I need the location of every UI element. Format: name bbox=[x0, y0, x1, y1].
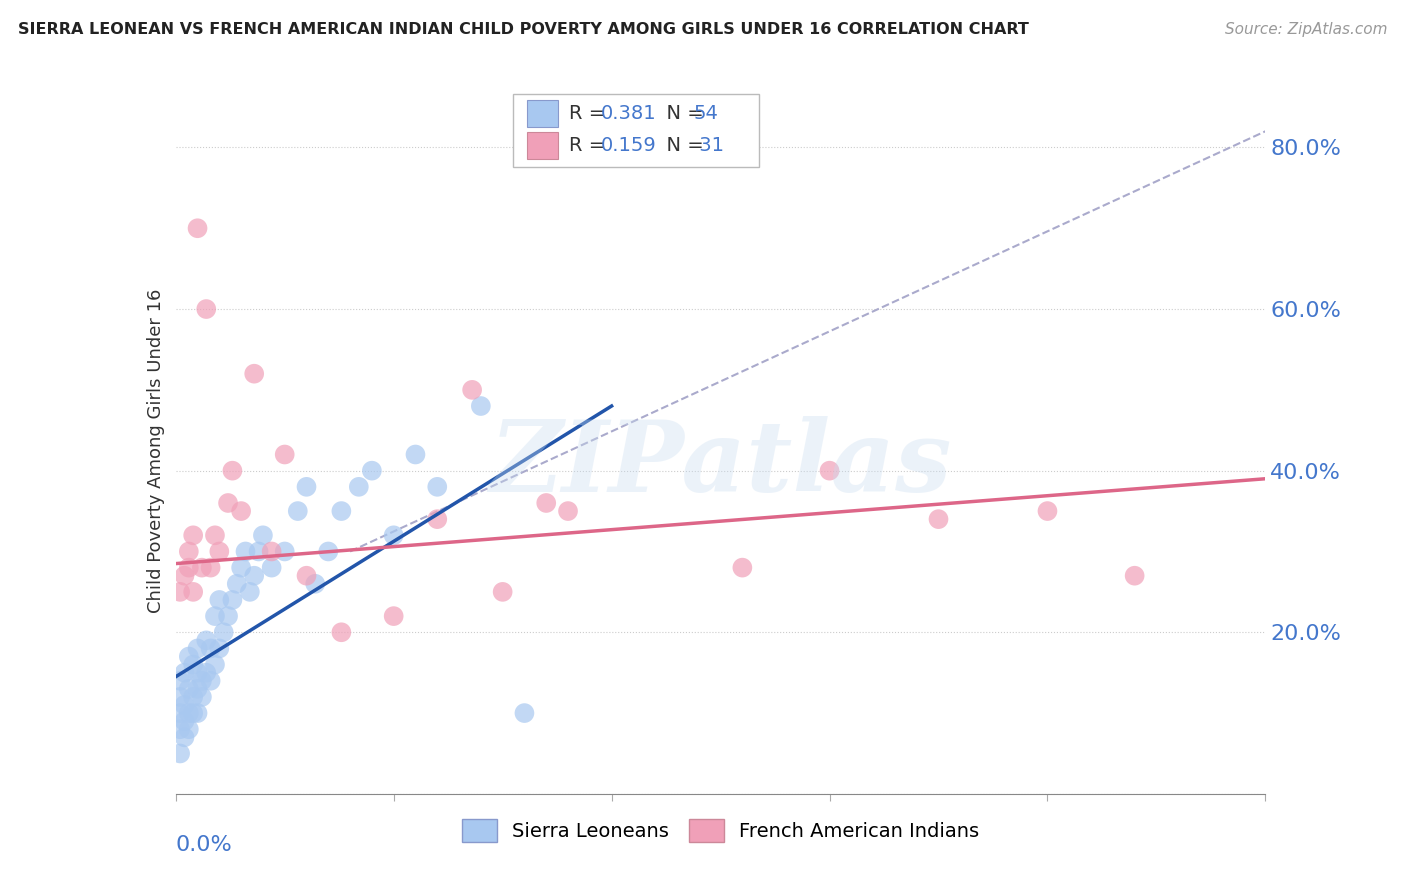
Point bbox=[212, 625, 235, 640]
Point bbox=[382, 609, 405, 624]
Point bbox=[177, 681, 200, 696]
Point bbox=[534, 496, 557, 510]
Point bbox=[169, 747, 191, 761]
Point bbox=[208, 641, 231, 656]
Point bbox=[177, 560, 200, 574]
Point bbox=[330, 625, 353, 640]
Point bbox=[304, 576, 326, 591]
Point bbox=[181, 706, 204, 720]
Point bbox=[247, 544, 270, 558]
Point bbox=[235, 544, 257, 558]
Point bbox=[557, 504, 579, 518]
Point bbox=[274, 544, 297, 558]
Point bbox=[221, 593, 243, 607]
Point bbox=[426, 480, 449, 494]
Point bbox=[513, 706, 536, 720]
Point bbox=[191, 673, 214, 688]
Text: 0.381: 0.381 bbox=[600, 103, 657, 123]
Point bbox=[461, 383, 484, 397]
Point bbox=[191, 560, 214, 574]
Point bbox=[200, 641, 222, 656]
Point bbox=[204, 609, 226, 624]
Point bbox=[181, 657, 204, 672]
Point bbox=[169, 706, 191, 720]
Point bbox=[252, 528, 274, 542]
Point bbox=[195, 301, 218, 316]
Point bbox=[181, 690, 204, 704]
Text: 31: 31 bbox=[693, 136, 724, 155]
Point bbox=[191, 690, 214, 704]
Point bbox=[217, 609, 239, 624]
Point bbox=[195, 633, 218, 648]
Point bbox=[186, 665, 209, 680]
Point bbox=[173, 698, 195, 712]
Point bbox=[200, 560, 222, 574]
Point bbox=[295, 480, 318, 494]
Text: 54: 54 bbox=[693, 103, 718, 123]
Point bbox=[260, 560, 283, 574]
Point bbox=[360, 464, 382, 478]
Point bbox=[200, 673, 222, 688]
Point bbox=[818, 464, 841, 478]
Point bbox=[173, 731, 195, 745]
Point bbox=[1123, 568, 1146, 582]
Point bbox=[239, 585, 262, 599]
Point bbox=[195, 665, 218, 680]
Point bbox=[260, 544, 283, 558]
Point bbox=[274, 448, 297, 462]
Point bbox=[330, 504, 353, 518]
Point bbox=[181, 585, 204, 599]
Point bbox=[928, 512, 950, 526]
Point bbox=[173, 714, 195, 728]
Text: N =: N = bbox=[654, 103, 710, 123]
Point bbox=[347, 480, 370, 494]
Point bbox=[287, 504, 309, 518]
Point bbox=[217, 496, 239, 510]
Legend: Sierra Leoneans, French American Indians: Sierra Leoneans, French American Indians bbox=[454, 812, 987, 849]
Point bbox=[177, 723, 200, 737]
Text: 0.159: 0.159 bbox=[600, 136, 657, 155]
Point bbox=[405, 448, 427, 462]
Point bbox=[231, 560, 253, 574]
Text: SIERRA LEONEAN VS FRENCH AMERICAN INDIAN CHILD POVERTY AMONG GIRLS UNDER 16 CORR: SIERRA LEONEAN VS FRENCH AMERICAN INDIAN… bbox=[18, 22, 1029, 37]
Point bbox=[318, 544, 340, 558]
Point bbox=[181, 528, 204, 542]
Point bbox=[1036, 504, 1059, 518]
Point bbox=[204, 657, 226, 672]
Point bbox=[186, 706, 209, 720]
Point bbox=[426, 512, 449, 526]
Point bbox=[243, 367, 266, 381]
Point bbox=[169, 585, 191, 599]
Point bbox=[382, 528, 405, 542]
Point bbox=[177, 649, 200, 664]
Text: ZIPatlas: ZIPatlas bbox=[489, 416, 952, 512]
Point bbox=[186, 221, 209, 235]
Point bbox=[169, 673, 191, 688]
Text: N =: N = bbox=[654, 136, 710, 155]
Point bbox=[470, 399, 492, 413]
Point bbox=[243, 568, 266, 582]
Point bbox=[492, 585, 515, 599]
Point bbox=[731, 560, 754, 574]
Point bbox=[169, 690, 191, 704]
Point bbox=[231, 504, 253, 518]
Text: R =: R = bbox=[569, 136, 612, 155]
Point bbox=[177, 544, 200, 558]
Point bbox=[295, 568, 318, 582]
Point bbox=[186, 681, 209, 696]
Y-axis label: Child Poverty Among Girls Under 16: Child Poverty Among Girls Under 16 bbox=[146, 288, 165, 613]
Point bbox=[186, 641, 209, 656]
Text: 0.0%: 0.0% bbox=[176, 835, 232, 855]
Point bbox=[221, 464, 243, 478]
Point bbox=[208, 593, 231, 607]
Point bbox=[169, 723, 191, 737]
Point bbox=[204, 528, 226, 542]
Point bbox=[208, 544, 231, 558]
Text: R =: R = bbox=[569, 103, 612, 123]
Point bbox=[173, 568, 195, 582]
Point bbox=[177, 706, 200, 720]
Text: Source: ZipAtlas.com: Source: ZipAtlas.com bbox=[1225, 22, 1388, 37]
Point bbox=[173, 665, 195, 680]
Point bbox=[225, 576, 247, 591]
